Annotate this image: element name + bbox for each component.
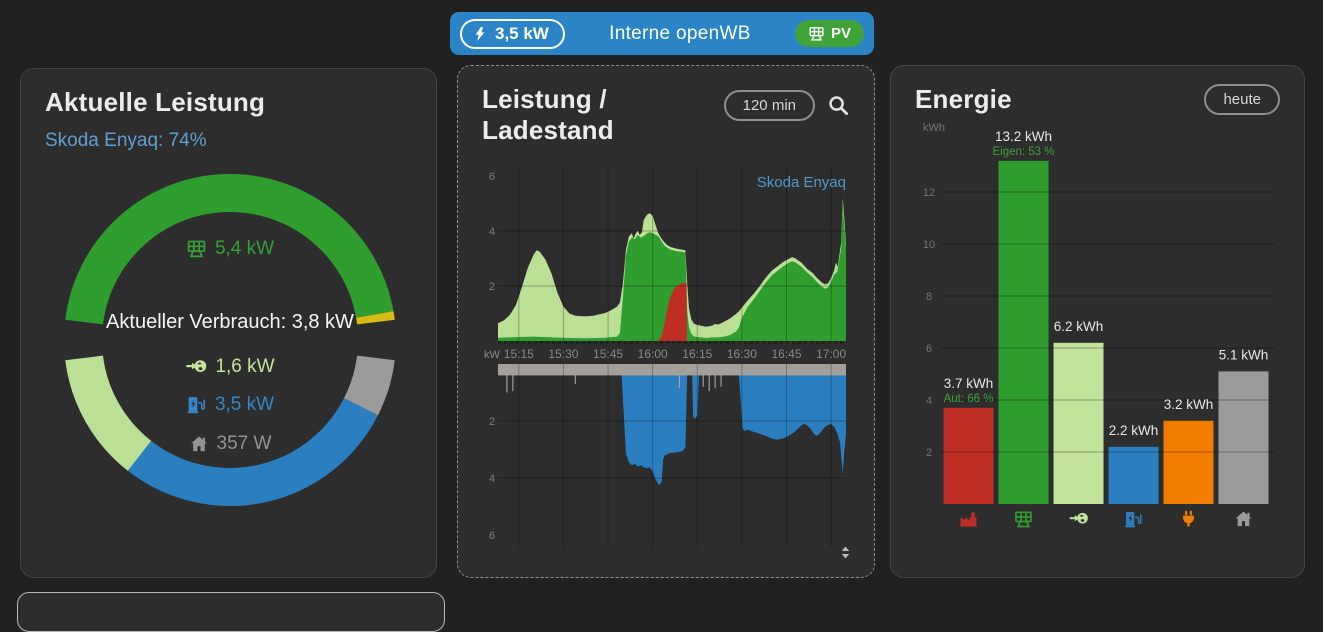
svg-text:12: 12 — [923, 187, 935, 199]
svg-text:16:45: 16:45 — [771, 347, 801, 361]
svg-text:16:00: 16:00 — [638, 347, 668, 361]
svg-text:16:30: 16:30 — [727, 347, 757, 361]
app-title: Interne openWB — [609, 22, 751, 44]
lightning-icon — [472, 26, 488, 42]
pv-mode-label: PV — [830, 25, 851, 42]
gauge-charging-value: 3,5 kW — [214, 393, 275, 415]
card-title-leistung-ladestand: Leistung / Ladestand — [482, 84, 614, 145]
house-icon — [189, 434, 209, 454]
gauge-charging-line: 3,5 kW — [45, 394, 415, 416]
power-gauge-ring — [65, 173, 395, 506]
svg-text:2: 2 — [926, 447, 932, 459]
grid-power-badge[interactable]: 3,5 kW — [460, 18, 565, 49]
gauge-consumption-line: Aktueller Verbrauch: 3,8 kW — [45, 311, 415, 334]
svg-text:10: 10 — [923, 239, 935, 251]
gauge-house-line: 357 W — [45, 433, 415, 455]
plug-icon — [1183, 510, 1194, 527]
solar-panel-icon — [1015, 511, 1032, 528]
card-title-energie: Energie — [915, 84, 1012, 114]
pv-mode-badge[interactable]: PV — [794, 20, 864, 47]
gauge-pv-value: 5,4 kW — [214, 237, 275, 259]
svg-text:4: 4 — [489, 473, 495, 485]
svg-text:kW: kW — [484, 349, 501, 361]
svg-text:3.2 kWh: 3.2 kWh — [1164, 397, 1214, 412]
svg-text:17:00: 17:00 — [816, 347, 846, 361]
charging-station-icon — [186, 394, 207, 415]
svg-text:Eigen: 53 %: Eigen: 53 % — [992, 146, 1054, 158]
svg-text:6: 6 — [489, 530, 495, 542]
svg-text:2: 2 — [489, 416, 495, 428]
globe-export-icon — [1068, 511, 1089, 525]
svg-text:6: 6 — [926, 343, 932, 355]
card-title-aktuelle-leistung: Aktuelle Leistung — [45, 87, 266, 117]
energy-range-button[interactable]: heute — [1204, 84, 1280, 115]
solar-panel-icon — [808, 25, 825, 42]
gauge-export-line: 1,6 kW — [45, 356, 415, 378]
svg-text:Aut: 66 %: Aut: 66 % — [944, 393, 994, 405]
svg-text:6: 6 — [489, 171, 495, 183]
svg-text:2.2 kWh: 2.2 kWh — [1109, 423, 1159, 438]
vehicle-soc-text: Skoda Enyaq: 74% — [45, 129, 207, 151]
svg-text:3.7 kWh: 3.7 kWh — [944, 376, 994, 391]
zoom-search-icon[interactable] — [827, 94, 850, 117]
gauge-house-value: 357 W — [216, 432, 272, 454]
solar-panel-icon — [186, 238, 207, 259]
energy-bar-chart: 2 4 6 8 10 12 kWh 3.7 kWh Aut: 66 % 13.2 kWh Eigen… — [923, 122, 1275, 529]
svg-text:15:45: 15:45 — [593, 347, 623, 361]
factory-icon — [960, 512, 977, 527]
gauge-export-value: 1,6 kW — [215, 355, 275, 377]
chart-legend-vehicle[interactable]: Skoda Enyaq — [756, 174, 846, 191]
gauge-pv-line: 5,4 kW — [45, 238, 415, 260]
power-history-card: Leistung / Ladestand 120 min Skoda Enyaq… — [457, 65, 875, 578]
svg-text:15:30: 15:30 — [548, 347, 578, 361]
svg-text:6.2 kWh: 6.2 kWh — [1054, 319, 1104, 334]
time-range-button[interactable]: 120 min — [723, 90, 815, 121]
svg-text:kWh: kWh — [923, 122, 945, 134]
svg-text:4: 4 — [926, 395, 932, 407]
svg-text:5.1 kWh: 5.1 kWh — [1219, 347, 1269, 362]
charging-station-icon — [1124, 511, 1143, 529]
next-card-partial[interactable] — [17, 592, 445, 632]
svg-text:13.2 kWh: 13.2 kWh — [995, 129, 1052, 144]
globe-export-icon — [185, 356, 207, 378]
svg-text:15:15: 15:15 — [504, 347, 534, 361]
top-navbar: 3,5 kW Interne openWB PV — [450, 12, 874, 55]
svg-text:8: 8 — [926, 291, 932, 303]
power-history-chart: 2 4 6 2 4 6 kW 15:15 15:30 15:45 16:00 16:15 16:30 16… — [484, 167, 846, 548]
grid-power-value: 3,5 kW — [495, 23, 549, 43]
energy-card: Energie heute 2 4 6 8 10 12 kWh 3.7 kWh Aut: 66 … — [890, 65, 1305, 578]
svg-text:16:15: 16:15 — [682, 347, 712, 361]
gauge-consumption-value: Aktueller Verbrauch: 3,8 kW — [106, 310, 354, 333]
power-gauge: 5,4 kW Aktueller Verbrauch: 3,8 kW 1,6 k… — [45, 154, 415, 526]
resize-updown-icon[interactable] — [837, 544, 854, 561]
house-icon — [1235, 511, 1252, 527]
svg-text:2: 2 — [489, 281, 495, 293]
current-power-card: Aktuelle Leistung Skoda Enyaq: 74% 5,4 k… — [20, 68, 437, 578]
svg-text:4: 4 — [489, 226, 495, 238]
